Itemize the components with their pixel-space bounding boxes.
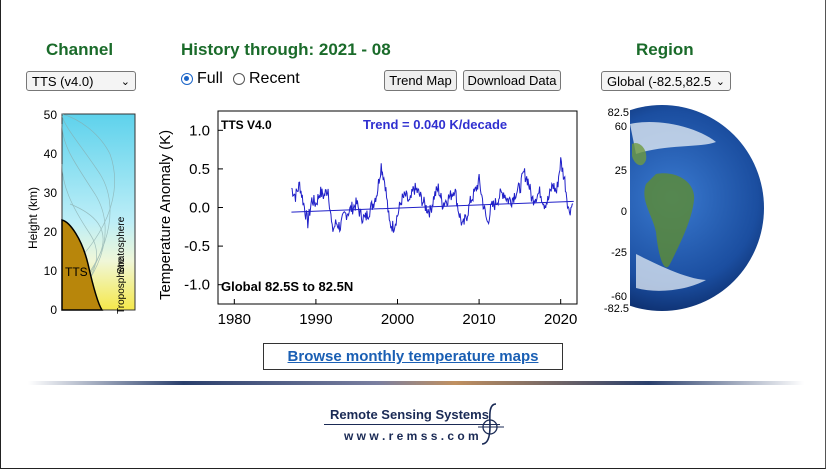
south-america-shape [644, 173, 695, 268]
download-data-button[interactable]: Download Data [463, 70, 561, 91]
anomaly-series-line [291, 157, 574, 234]
radio-full-indicator[interactable] [181, 73, 193, 85]
height-tick: 40 [44, 147, 58, 161]
y-tick-label: -0.5 [184, 238, 210, 255]
y-tick-label: -1.0 [184, 277, 210, 294]
height-tick: 50 [44, 108, 58, 122]
latitude-label: 60 [615, 121, 627, 133]
weighting-function-panel: TTS Stratosphere Troposphere 50 40 30 20… [26, 108, 136, 317]
browse-maps-link[interactable]: Browse monthly temperature maps [263, 343, 563, 370]
cloud-shape [636, 254, 706, 291]
x-tick-label: 2010 [462, 311, 495, 328]
chart-annotation-region: Global 82.5S to 82.5N [221, 279, 353, 294]
plot-area [217, 110, 578, 305]
region-heading: Region [636, 40, 694, 59]
chart-annotation-version: TTS V4.0 [221, 118, 272, 132]
channel-select-value: TTS (v4.0) [32, 74, 94, 89]
y-axis-label: Temperature Anomaly (K) [157, 130, 174, 300]
radio-recent[interactable]: Recent [233, 70, 300, 88]
logo-underline [324, 424, 500, 425]
cloud-shape [630, 122, 716, 154]
latitude-label: -60 [611, 291, 627, 303]
latitude-label: 0 [621, 206, 627, 218]
x-tick-label: 1990 [299, 311, 332, 328]
radio-recent-indicator[interactable] [233, 73, 245, 85]
height-tick: 10 [44, 264, 58, 278]
globe-mask [596, 104, 630, 318]
land-shape [632, 142, 647, 166]
latitude-label: -25 [611, 247, 627, 259]
tts-weighting-fill [61, 219, 104, 311]
band-label: TTS [65, 265, 88, 279]
channel-heading: Channel [46, 40, 114, 59]
y-tick-label: 0.5 [189, 161, 210, 178]
height-tick: 0 [50, 303, 57, 317]
latitude-label: -82.5 [604, 303, 629, 315]
y-tick-label: 0.0 [189, 200, 210, 217]
latitude-label: 82.5 [608, 107, 629, 119]
stratosphere-label: Stratosphere [116, 216, 127, 274]
y-tick-label: 1.0 [189, 122, 210, 139]
radio-full[interactable]: Full [181, 70, 223, 88]
company-name: Remote Sensing Systems [330, 407, 489, 422]
radio-full-label: Full [197, 70, 223, 87]
x-tick-label: 2020 [544, 311, 577, 328]
region-select-value: Global (-82.5,82.5 [607, 74, 712, 89]
troposphere-label: Troposphere [116, 257, 127, 314]
rss-logo-icon [478, 403, 504, 445]
latitude-label: 25 [615, 165, 627, 177]
footer-divider [28, 381, 804, 385]
chart-annotation-trend: Trend = 0.040 K/decade [363, 117, 507, 132]
region-globe-panel: 82.5 60 25 0 -25 -60 -82.5 [596, 104, 764, 318]
history-heading: History through: 2021 - 08 [181, 40, 391, 59]
chevron-down-icon: ⌄ [120, 76, 130, 88]
channel-select[interactable]: TTS (v4.0) ⌄ [26, 71, 136, 91]
x-tick-label: 2000 [381, 311, 414, 328]
radio-recent-label: Recent [249, 70, 300, 87]
height-tick: 20 [44, 225, 58, 239]
trend-line [291, 200, 574, 213]
x-tick-label: 1980 [218, 311, 251, 328]
height-tick: 30 [44, 186, 58, 200]
company-url: w w w . r e m s s . c o m [344, 429, 479, 443]
height-axis-label: Height (km) [26, 187, 40, 249]
anomaly-chart: 1.0 0.5 0.0 -0.5 -1.0 1980 1990 2000 2010 2020 T… [157, 110, 578, 328]
trend-map-button[interactable]: Trend Map [384, 70, 457, 91]
chevron-down-icon: ⌄ [715, 76, 725, 88]
region-select[interactable]: Global (-82.5,82.5 ⌄ [601, 71, 731, 91]
